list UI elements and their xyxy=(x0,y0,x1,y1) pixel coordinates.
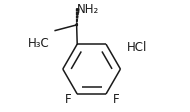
Text: H₃C: H₃C xyxy=(28,37,50,50)
Polygon shape xyxy=(77,10,79,12)
Circle shape xyxy=(76,25,78,26)
Text: F: F xyxy=(65,92,72,105)
Polygon shape xyxy=(77,17,78,19)
Text: F: F xyxy=(113,92,120,105)
Polygon shape xyxy=(77,13,78,15)
Text: NH₂: NH₂ xyxy=(77,3,99,16)
Text: HCl: HCl xyxy=(127,41,148,54)
